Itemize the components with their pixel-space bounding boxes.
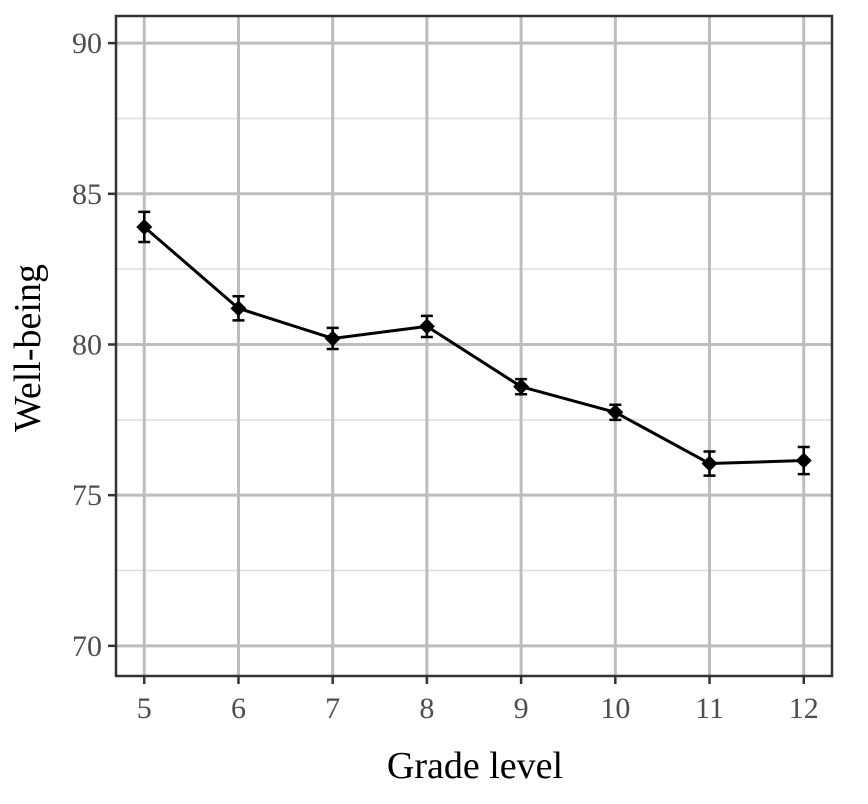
x-tick-label: 10 bbox=[600, 692, 630, 725]
x-tick-label: 11 bbox=[695, 692, 724, 725]
x-tick-label: 7 bbox=[325, 692, 340, 725]
axes: 70 75 80 85 90 5 6 7 8 9 10 11 12 bbox=[72, 27, 819, 725]
panel-border bbox=[114, 14, 834, 678]
plot-panel bbox=[114, 14, 834, 678]
x-tick-label: 5 bbox=[137, 692, 152, 725]
series-line bbox=[143, 225, 804, 466]
data-point bbox=[230, 300, 247, 317]
data-point bbox=[795, 452, 812, 469]
data-point bbox=[324, 330, 341, 347]
grid bbox=[116, 16, 832, 676]
y-tick-label: 85 bbox=[72, 178, 102, 211]
y-tick-label: 70 bbox=[72, 630, 102, 663]
y-tick-label: 90 bbox=[72, 27, 102, 60]
series-well-being bbox=[136, 210, 812, 477]
y-axis-title: Well-being bbox=[7, 264, 49, 432]
y-tick-label: 80 bbox=[72, 328, 102, 361]
data-point bbox=[418, 318, 435, 335]
y-tick-label: 75 bbox=[72, 479, 102, 512]
data-point bbox=[513, 378, 530, 395]
x-tick-label: 9 bbox=[514, 692, 529, 725]
data-point bbox=[607, 404, 624, 421]
x-tick-label: 6 bbox=[231, 692, 246, 725]
x-axis-title: Grade level bbox=[387, 745, 563, 787]
x-tick-label: 8 bbox=[419, 692, 434, 725]
data-point bbox=[701, 455, 718, 472]
data-point bbox=[136, 218, 153, 235]
x-tick-label: 12 bbox=[789, 692, 819, 725]
